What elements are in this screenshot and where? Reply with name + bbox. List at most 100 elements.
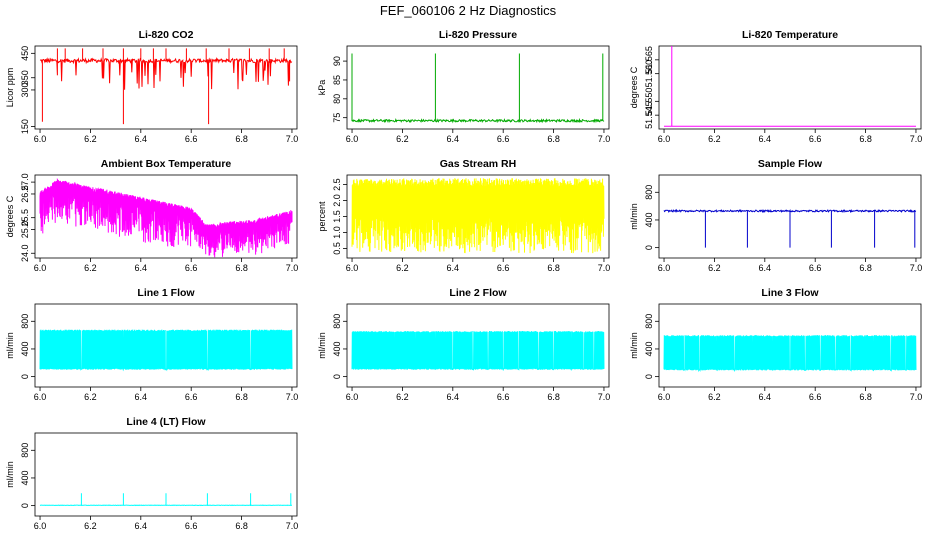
x-tick-label: 7.0 [286,392,299,402]
panel-temp: Li-820 Temperature 6.0 6.2 6.4 6.6 6.8 7.0 51.5… [629,29,922,144]
plot-frame [658,45,922,130]
x-tick-label: 6.6 [185,521,198,531]
x-tick-label: 6.0 [658,263,671,273]
x-tick-label: 6.8 [235,263,248,273]
panel-title: Li-820 CO2 [139,29,194,41]
x-tick-label: 6.6 [809,134,822,144]
x-tick-label: 6.4 [135,521,148,531]
y-tick-label: 80 [332,94,342,104]
x-tick-label: 6.0 [34,392,47,402]
panel-pressure: Li-820 Pressure 6.0 6.2 6.4 6.6 6.8 7.0 75 80 85 9… [317,29,610,144]
x-tick-label: 7.0 [286,521,299,531]
y-tick-label: 51.550 [644,88,654,116]
x-tick-label: 6.2 [708,392,721,402]
x-tick-label: 6.4 [447,134,460,144]
x-tick-label: 6.2 [708,134,721,144]
x-tick-label: 7.0 [910,263,923,273]
page-title: FEF_060106 2 Hz Diagnostics [379,3,557,18]
y-axis-label: ml/min [317,332,327,359]
x-tick-label: 6.0 [346,134,359,144]
series-line-rh [351,178,605,254]
x-tick-label: 6.4 [447,392,460,402]
y-axis-label: ml/min [5,461,15,488]
x-tick-label: 6.4 [135,134,148,144]
plot-frame [658,174,922,259]
panel-line1: Line 1 Flow 6.0 6.2 6.4 6.6 6.8 7.0 0 400 800 ml/m… [5,287,298,402]
series-line-temp [664,46,916,127]
panel-ambient: Ambient Box Temperature 6.0 6.2 6.4 6.6 6.8 7.… [5,158,298,273]
y-tick-label: 400 [20,470,30,485]
y-tick-label: 800 [644,314,654,329]
plot-frame [346,303,610,388]
y-tick-label: 400 [644,341,654,356]
y-tick-label: 51.545 [644,101,654,129]
y-tick-label: 0 [644,374,654,379]
x-tick-label: 7.0 [598,392,611,402]
y-tick-label: 400 [20,341,30,356]
x-tick-label: 6.8 [235,521,248,531]
panel-title: Gas Stream RH [440,158,516,170]
y-tick-label: 0 [644,245,654,250]
series-line-ambient [39,177,293,258]
series-line-line2 [351,330,605,372]
panel-title: Line 1 Flow [137,287,195,299]
plot-frame [346,45,610,130]
panel-title: Li-820 Pressure [439,29,517,41]
panel-line3: Line 3 Flow 6.0 6.2 6.4 6.6 6.8 7.0 0 400 800 ml/m… [629,287,922,402]
y-tick-label: 90 [332,56,342,66]
x-tick-label: 6.0 [346,263,359,273]
x-tick-label: 6.8 [859,263,872,273]
x-tick-label: 6.6 [497,392,510,402]
x-tick-label: 6.2 [396,134,409,144]
plot-frame [658,303,922,388]
y-axis-label: ml/min [629,203,639,230]
x-tick-label: 6.4 [759,392,772,402]
series-line-line4 [39,493,292,507]
x-tick-label: 6.0 [34,134,47,144]
x-tick-label: 7.0 [910,134,923,144]
y-tick-label: 2.0 [332,194,342,207]
x-tick-label: 6.0 [658,134,671,144]
panel-title: Sample Flow [758,158,823,170]
x-tick-label: 6.8 [859,134,872,144]
y-tick-label: 0 [20,374,30,379]
x-tick-label: 6.8 [547,134,560,144]
x-tick-label: 7.0 [286,134,299,144]
panel-title: Line 2 Flow [449,287,507,299]
y-tick-label: 400 [332,341,342,356]
x-tick-label: 6.2 [396,392,409,402]
x-tick-label: 6.6 [185,134,198,144]
y-axis-label: ml/min [5,332,15,359]
panel-title: Line 4 (LT) Flow [126,416,206,428]
x-tick-label: 6.0 [34,263,47,273]
x-tick-label: 6.8 [859,392,872,402]
y-tick-label: 800 [20,314,30,329]
x-tick-label: 6.4 [759,263,772,273]
y-tick-label: 75 [332,113,342,123]
y-axis-label: Licor ppm [5,68,15,108]
y-tick-label: 350 [20,70,30,85]
y-tick-label: 27.0 [20,173,30,191]
y-tick-label: 0.5 [332,242,342,255]
x-tick-label: 7.0 [598,134,611,144]
y-axis-label: percent [317,201,327,232]
x-tick-label: 6.4 [135,392,148,402]
panel-sample: Sample Flow 6.0 6.2 6.4 6.6 6.8 7.0 0 400 800 ml/m… [629,158,922,273]
panel-title: Ambient Box Temperature [101,158,232,170]
y-tick-label: 150 [20,119,30,134]
y-tick-label: 1.0 [332,226,342,239]
y-tick-label: 800 [644,185,654,200]
y-tick-label: 51.560 [644,60,654,88]
y-tick-label: 2.5 [332,178,342,191]
plot-frame [34,174,298,259]
y-tick-label: 0 [20,503,30,508]
x-tick-label: 6.2 [84,134,97,144]
x-tick-label: 6.0 [34,521,47,531]
y-tick-label: 85 [332,75,342,85]
y-tick-label: 25.0 [20,221,30,239]
x-tick-label: 6.8 [547,392,560,402]
x-tick-label: 6.2 [396,263,409,273]
x-tick-label: 6.6 [185,392,198,402]
plot-frame [34,432,298,517]
